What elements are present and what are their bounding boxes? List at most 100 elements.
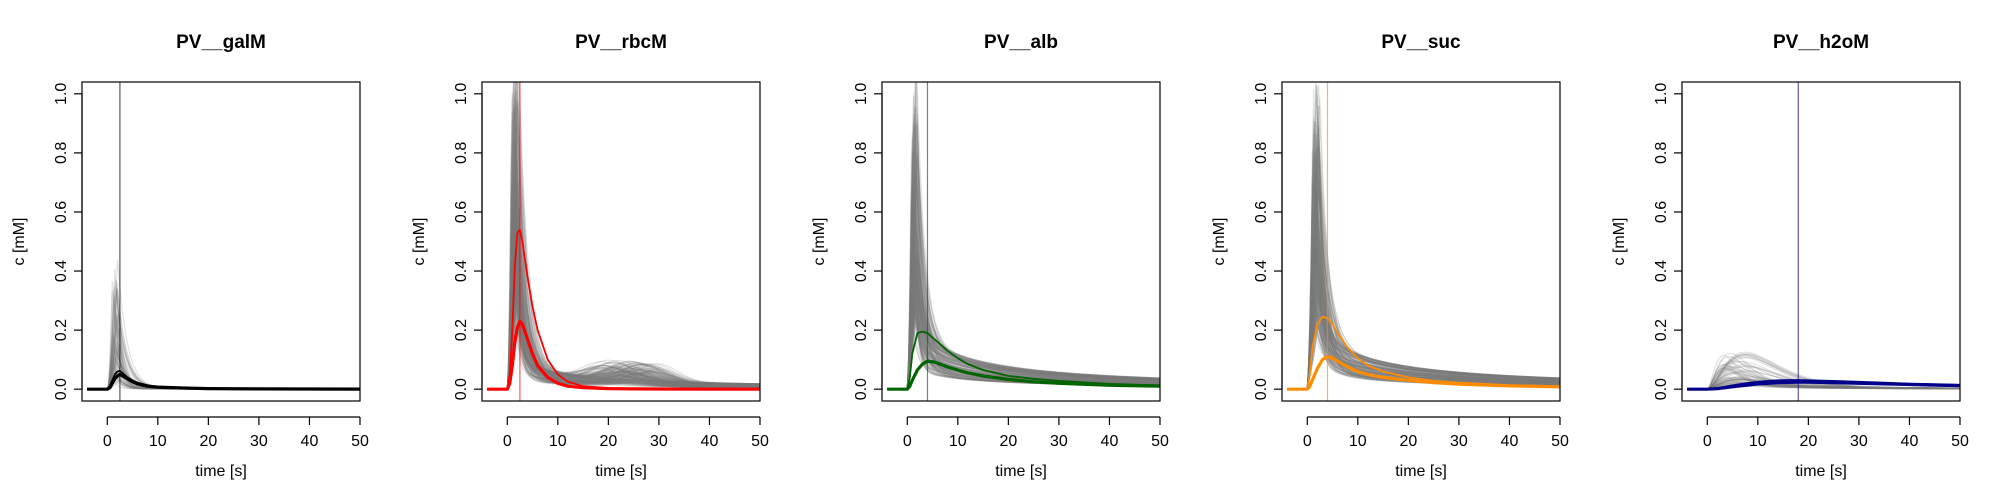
simulation-curve [487, 82, 760, 390]
simulation-curve [487, 215, 760, 390]
y-tick-label: 0.2 [453, 319, 470, 341]
simulation-curve [887, 174, 1160, 390]
simulation-curve [487, 205, 760, 390]
simulation-curve [487, 191, 760, 390]
y-axis-label: c [mM] [11, 218, 28, 266]
simulation-curve [887, 243, 1160, 390]
peak-curve [1687, 379, 1960, 391]
y-tick-label: 0.4 [453, 260, 470, 282]
simulation-curve [1287, 183, 1560, 390]
simulation-curve [487, 196, 760, 390]
simulation-curve [1287, 117, 1560, 390]
simulation-curve [1287, 105, 1560, 390]
simulation-curve [1287, 259, 1560, 390]
simulation-curve [1287, 85, 1560, 390]
y-tick-label: 0.4 [853, 260, 870, 282]
simulation-curve [487, 244, 760, 390]
simulation-curve [1287, 147, 1560, 390]
simulation-curve [487, 190, 760, 390]
simulation-curve [1687, 379, 1960, 390]
simulation-curve [487, 252, 760, 390]
x-tick-label: 30 [1850, 433, 1868, 450]
simulation-curve [487, 177, 760, 390]
simulation-curve [487, 92, 760, 390]
simulation-curve [487, 257, 760, 390]
simulation-curve [487, 221, 760, 390]
simulation-curve [887, 190, 1160, 390]
simulation-curve [1287, 248, 1560, 390]
y-tick-label: 0.0 [53, 378, 70, 400]
simulation-curve [487, 209, 760, 390]
simulation-curve [887, 228, 1160, 390]
x-axis-label: time [s] [995, 463, 1047, 480]
simulation-curve [487, 128, 760, 390]
simulation-curve [1287, 229, 1560, 390]
simulation-curve [1687, 352, 1960, 390]
simulation-curve [887, 82, 1160, 390]
chart-title: PV__suc [1381, 32, 1461, 53]
simulation-curve [887, 236, 1160, 390]
simulation-curve [887, 165, 1160, 390]
simulation-curve [887, 256, 1160, 390]
simulation-curve [887, 291, 1160, 390]
x-tick-label: 10 [1349, 433, 1367, 450]
simulation-curve [887, 130, 1160, 390]
simulation-curve [1687, 381, 1960, 390]
simulation-curve [1287, 299, 1560, 390]
simulation-curve [1287, 294, 1560, 390]
simulation-curve [887, 146, 1160, 390]
simulation-ensemble [487, 82, 760, 390]
chart-panel: 0 10 20 30 40 50 0.0 0.2 0.4 0.6 0.8 1.0 PV__rbcMtim… [411, 32, 769, 480]
simulation-curve [1287, 127, 1560, 390]
simulation-curve [487, 220, 760, 390]
simulation-curve [887, 285, 1160, 390]
simulation-curve [1687, 383, 1960, 390]
simulation-curve [1287, 190, 1560, 390]
simulation-curve [1687, 361, 1960, 390]
simulation-curve [1287, 128, 1560, 390]
simulation-curve [887, 149, 1160, 390]
simulation-curve [487, 288, 760, 390]
simulation-curve [1287, 121, 1560, 390]
simulation-curve [1287, 262, 1560, 390]
simulation-curve [1287, 292, 1560, 390]
simulation-curve [1287, 186, 1560, 390]
simulation-curve [487, 173, 760, 390]
y-tick-label: 1.0 [453, 83, 470, 105]
y-axis-label: c [mM] [1611, 218, 1628, 266]
simulation-curve [887, 113, 1160, 390]
simulation-curve [1687, 365, 1960, 390]
simulation-curve [1687, 362, 1960, 390]
x-tick-label: 10 [949, 433, 967, 450]
simulation-curve [887, 203, 1160, 390]
simulation-curve [887, 292, 1160, 390]
simulation-curve [1287, 154, 1560, 390]
y-tick-label: 0.0 [853, 378, 870, 400]
simulation-curve [1287, 150, 1560, 390]
simulation-curve [487, 199, 760, 390]
simulation-curve [487, 154, 760, 390]
y-tick-label: 0.4 [1653, 260, 1670, 282]
simulation-curve [887, 300, 1160, 390]
simulation-curve [487, 252, 760, 390]
simulation-curve [1687, 377, 1960, 390]
simulation-curve [887, 296, 1160, 390]
x-tick-label: 0 [1703, 433, 1712, 450]
simulation-curve [887, 276, 1160, 390]
simulation-curve [1687, 369, 1960, 390]
y-tick-label: 0.8 [53, 142, 70, 164]
x-tick-label: 40 [1901, 433, 1919, 450]
simulation-curve [887, 108, 1160, 390]
simulation-curve [487, 242, 760, 390]
simulation-curve [1287, 134, 1560, 390]
x-tick-label: 20 [199, 433, 217, 450]
simulation-curve [887, 175, 1160, 390]
simulation-curve [1287, 133, 1560, 390]
simulation-curve [1287, 148, 1560, 390]
simulation-curve [1687, 371, 1960, 390]
simulation-curve [887, 173, 1160, 390]
simulation-curve [1287, 260, 1560, 390]
simulation-curve [487, 282, 760, 390]
